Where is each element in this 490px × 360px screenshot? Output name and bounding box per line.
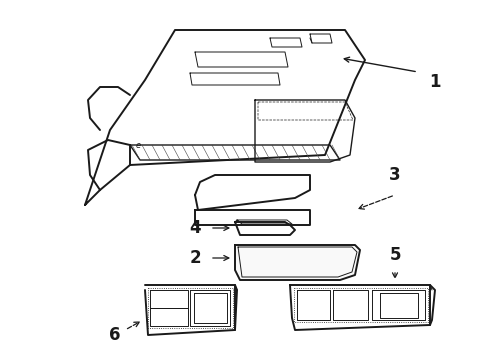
- Text: 3: 3: [389, 166, 401, 184]
- Text: 6: 6: [109, 326, 121, 344]
- Text: 5: 5: [389, 246, 401, 264]
- Text: 2: 2: [189, 249, 201, 267]
- Text: e: e: [135, 140, 141, 149]
- Text: 1: 1: [429, 73, 441, 91]
- Text: 4: 4: [189, 219, 201, 237]
- Polygon shape: [235, 245, 360, 280]
